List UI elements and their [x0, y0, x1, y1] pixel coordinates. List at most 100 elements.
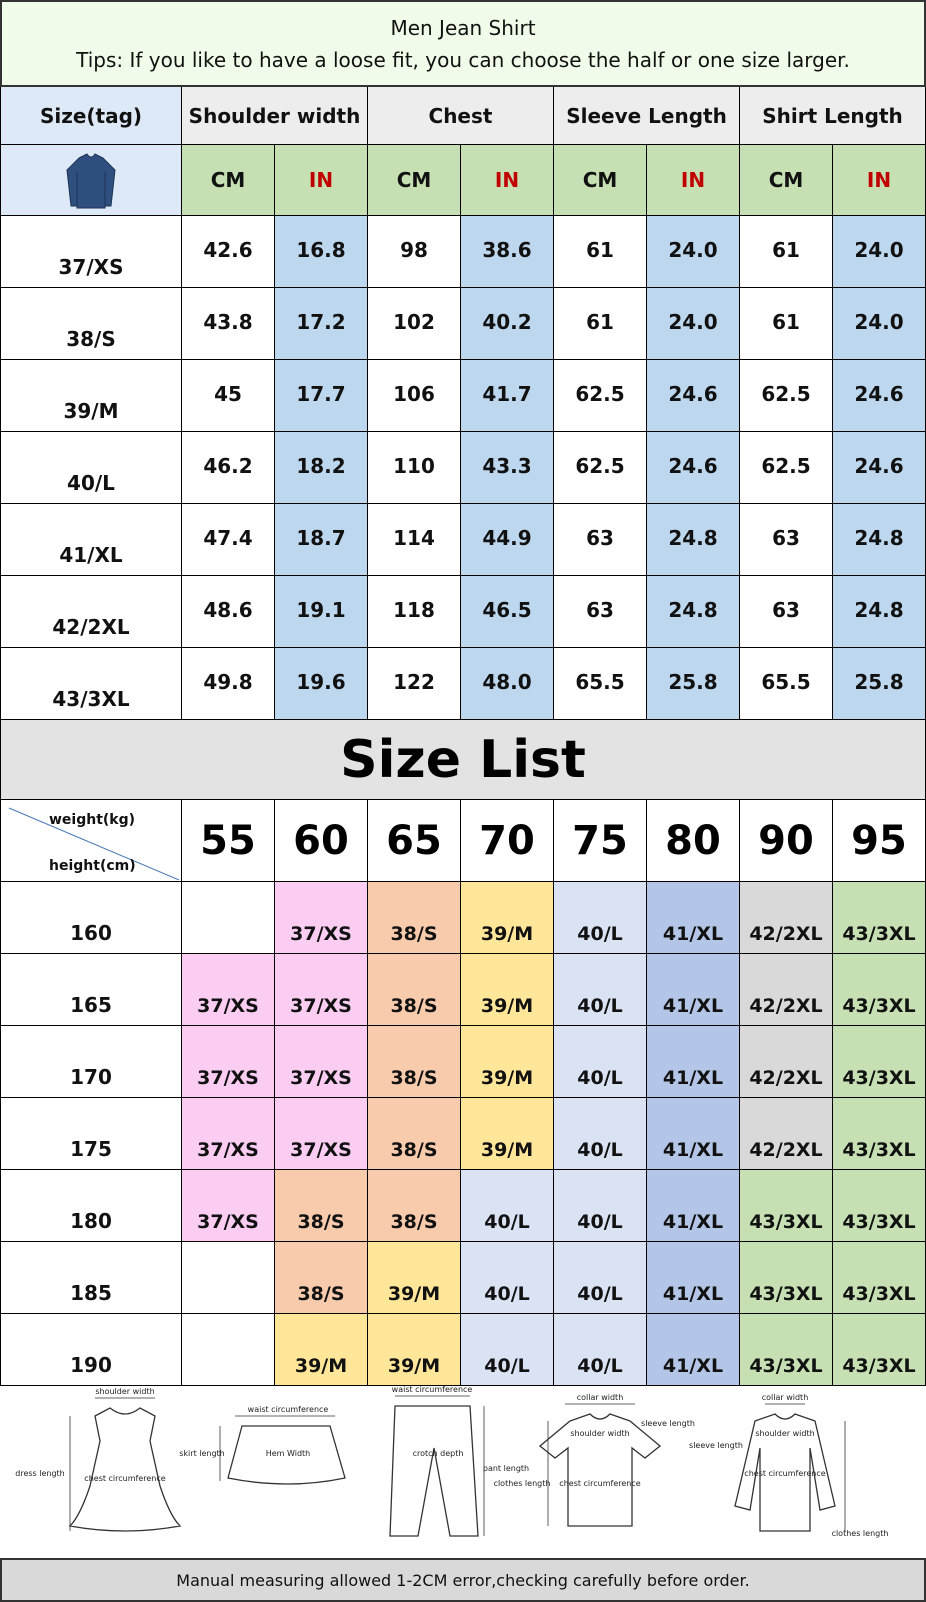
- weight: 70: [461, 800, 554, 882]
- measurement: 47.4: [182, 504, 275, 576]
- measure-label: sleeve length: [641, 1419, 695, 1428]
- weight: 65: [368, 800, 461, 882]
- measurement: 38.6: [461, 216, 554, 288]
- size-cell: 38/S: [275, 1242, 368, 1314]
- size-cell: 39/M: [368, 1314, 461, 1386]
- measurement: 65.5: [554, 648, 647, 720]
- size-cell: 37/XS: [182, 1026, 275, 1098]
- size-cell: 40/L: [554, 1026, 647, 1098]
- weight: 75: [554, 800, 647, 882]
- measurement: 24.0: [833, 288, 926, 360]
- measurement: 24.6: [833, 360, 926, 432]
- size-tag: 37/XS: [0, 216, 182, 288]
- size-cell: 38/S: [368, 954, 461, 1026]
- measurement: 24.8: [833, 504, 926, 576]
- size-tag: 41/XL: [0, 504, 182, 576]
- measurement: 46.5: [461, 576, 554, 648]
- measurement: 46.2: [182, 432, 275, 504]
- size-cell: 40/L: [554, 1170, 647, 1242]
- size-cell: 40/L: [461, 1314, 554, 1386]
- measure-label: pant length: [483, 1464, 529, 1473]
- size-cell: 43/3XL: [833, 1026, 926, 1098]
- measurement: 24.0: [833, 216, 926, 288]
- shirt-image: [0, 145, 182, 216]
- size-cell: 43/3XL: [740, 1242, 833, 1314]
- size-cell: 40/L: [461, 1170, 554, 1242]
- size-tag: 43/3XL: [0, 648, 182, 720]
- measurement: 19.1: [275, 576, 368, 648]
- measurement: 24.8: [647, 504, 740, 576]
- size-cell: 41/XL: [647, 1242, 740, 1314]
- tips: Tips: If you like to have a loose fit, y…: [76, 48, 850, 72]
- size-cell: [182, 882, 275, 954]
- size-list-title: Size List: [0, 720, 926, 800]
- shirt-icon: [66, 153, 116, 209]
- measurement: 62.5: [554, 432, 647, 504]
- size-cell: 39/M: [461, 1026, 554, 1098]
- size-cell: 37/XS: [182, 954, 275, 1026]
- measurement: 114: [368, 504, 461, 576]
- measurement: 122: [368, 648, 461, 720]
- title: Men Jean Shirt: [390, 16, 536, 40]
- height: 165: [0, 954, 182, 1026]
- measurement: 45: [182, 360, 275, 432]
- size-cell: 37/XS: [182, 1170, 275, 1242]
- measurement: 63: [554, 576, 647, 648]
- size-cell: 38/S: [368, 882, 461, 954]
- height: 180: [0, 1170, 182, 1242]
- column-header: Chest: [368, 87, 554, 145]
- measurement: 65.5: [740, 648, 833, 720]
- column-header: Shoulder width: [182, 87, 368, 145]
- size-cell: 37/XS: [275, 1026, 368, 1098]
- measurement: 106: [368, 360, 461, 432]
- size-cell: 43/3XL: [833, 954, 926, 1026]
- size-cell: 39/M: [461, 954, 554, 1026]
- measurement: 25.8: [647, 648, 740, 720]
- measurement: 63: [740, 504, 833, 576]
- measure-label: chest circumference: [559, 1479, 640, 1488]
- unit-label: CM: [182, 145, 275, 216]
- measurement: 63: [554, 504, 647, 576]
- size-cell: 41/XL: [647, 1170, 740, 1242]
- unit-label: IN: [833, 145, 926, 216]
- measurement: 24.6: [647, 360, 740, 432]
- measurement: 17.2: [275, 288, 368, 360]
- measurement: 43.3: [461, 432, 554, 504]
- measurement: 24.6: [833, 432, 926, 504]
- measurement: 17.7: [275, 360, 368, 432]
- height: 160: [0, 882, 182, 954]
- measure-label: chest circumference: [84, 1474, 165, 1483]
- unit-label: CM: [740, 145, 833, 216]
- size-cell: [182, 1314, 275, 1386]
- unit-label: IN: [647, 145, 740, 216]
- measurement: 48.6: [182, 576, 275, 648]
- measurement: 18.7: [275, 504, 368, 576]
- measurement: 18.2: [275, 432, 368, 504]
- measurement: 49.8: [182, 648, 275, 720]
- measurement: 61: [554, 288, 647, 360]
- measure-label: clothes length: [832, 1529, 889, 1538]
- size-cell: 43/3XL: [740, 1314, 833, 1386]
- measure-label: Hem Width: [266, 1449, 311, 1458]
- measure-label: waist circumference: [392, 1386, 473, 1394]
- measurement: 61: [740, 288, 833, 360]
- size-tag: 40/L: [0, 432, 182, 504]
- measure-label: waist circumference: [248, 1405, 329, 1414]
- unit-label: CM: [554, 145, 647, 216]
- size-cell: 41/XL: [647, 1314, 740, 1386]
- size-tag: 38/S: [0, 288, 182, 360]
- size-cell: 37/XS: [275, 954, 368, 1026]
- size-cell: 37/XS: [275, 1098, 368, 1170]
- column-header: Size(tag): [0, 87, 182, 145]
- weight-label: weight(kg): [49, 812, 136, 828]
- weight: 90: [740, 800, 833, 882]
- size-cell: 40/L: [554, 1242, 647, 1314]
- size-cell: 41/XL: [647, 882, 740, 954]
- measurement: 62.5: [740, 432, 833, 504]
- measurement: 61: [740, 216, 833, 288]
- size-cell: 38/S: [368, 1026, 461, 1098]
- height: 185: [0, 1242, 182, 1314]
- height: 175: [0, 1098, 182, 1170]
- measure-label: shoulder width: [755, 1429, 814, 1438]
